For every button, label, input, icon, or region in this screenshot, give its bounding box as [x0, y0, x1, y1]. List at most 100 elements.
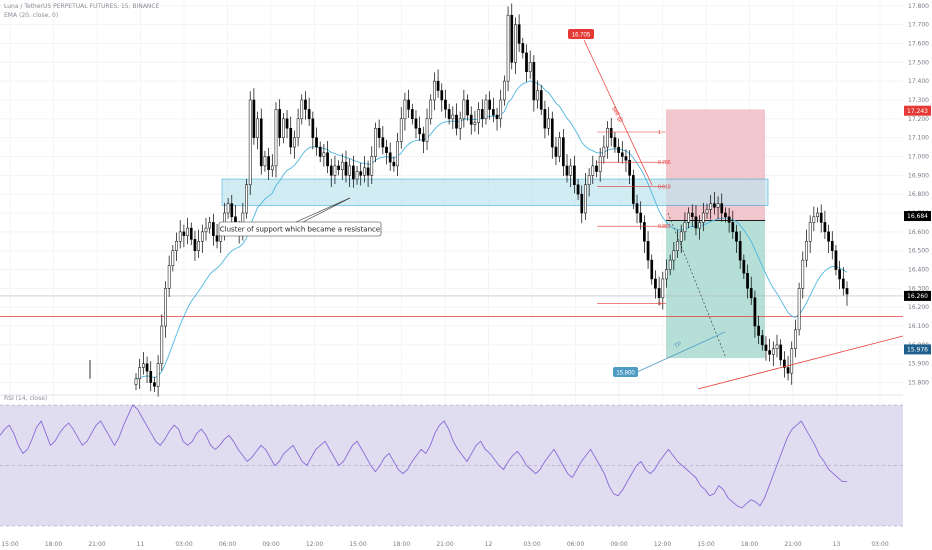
- candle-body: [727, 216, 731, 223]
- price-marker-badge: [904, 105, 931, 116]
- candle-body: [521, 43, 525, 54]
- candle-body: [215, 235, 219, 242]
- candle-body: [687, 212, 690, 223]
- candle-body: [499, 99, 503, 120]
- candle-body: [473, 122, 477, 125]
- candle-body: [783, 359, 786, 368]
- price-tick-label: 17.700: [908, 22, 929, 29]
- candle-body: [613, 137, 617, 148]
- price-tick-label: 17.600: [908, 40, 929, 47]
- candle-body: [841, 278, 845, 289]
- candle-body: [245, 184, 248, 214]
- candle-body: [650, 259, 654, 280]
- candle-body: [617, 146, 620, 153]
- time-tick-label: 18:00: [393, 541, 410, 548]
- fib-level-label: 0.786: [658, 160, 671, 166]
- price-tick-label: 16.100: [908, 323, 929, 330]
- candle-body: [421, 133, 425, 142]
- candle-body: [134, 378, 138, 385]
- candle-body: [760, 335, 764, 346]
- candle-body: [477, 109, 480, 123]
- candle-body: [337, 165, 340, 170]
- candle-body: [580, 193, 584, 214]
- candle-body: [495, 114, 499, 120]
- time-tick-label: 03:00: [871, 541, 888, 548]
- candle-body: [175, 241, 178, 251]
- candle-body: [503, 80, 506, 101]
- candle-body: [510, 14, 514, 63]
- candle-body: [547, 118, 550, 129]
- take-profit-box: [666, 220, 765, 359]
- candle-body: [480, 109, 484, 120]
- candle-body: [631, 175, 635, 204]
- candle-body: [646, 241, 650, 261]
- candle-body: [598, 156, 602, 172]
- time-axis: 15:00 18:00 21:00 11 03:00 06:00 09:00 12:00 15:…: [1, 541, 888, 548]
- candle-body: [834, 250, 838, 270]
- candle-body: [160, 325, 164, 364]
- candle-body: [731, 222, 735, 233]
- candle-body: [801, 259, 805, 289]
- candle-body: [156, 363, 160, 387]
- candle-body: [410, 109, 414, 120]
- candle-body: [665, 269, 668, 280]
- candle-body: [716, 203, 720, 208]
- candle-body: [204, 227, 208, 233]
- candle-body: [816, 212, 819, 218]
- candle-body: [363, 167, 366, 176]
- candle-body: [584, 184, 587, 214]
- candle-body: [178, 231, 182, 242]
- candle-body: [724, 212, 727, 218]
- candle-body: [359, 171, 363, 176]
- candle-body: [838, 269, 841, 280]
- candle-body: [827, 231, 830, 242]
- candle-body: [554, 146, 558, 157]
- time-tick-label: 18:00: [45, 541, 62, 548]
- candle-body: [186, 227, 189, 236]
- candle-body: [200, 231, 204, 242]
- price-tick-label: 16.500: [908, 248, 929, 255]
- price-tick-label: 17.500: [908, 59, 929, 66]
- candle-body: [466, 99, 469, 116]
- candle-body: [451, 114, 455, 120]
- candle-body: [620, 152, 624, 157]
- time-tick-label: 09:00: [610, 541, 627, 548]
- candle-body: [385, 146, 388, 153]
- fib-level-label: 0.618: [658, 185, 671, 191]
- candle-body: [296, 118, 300, 138]
- price-axis-bg: [903, 0, 932, 550]
- time-tick-label: 21:00: [88, 541, 105, 548]
- candle-body: [418, 127, 422, 135]
- price-marker-text: 17.243: [907, 108, 928, 115]
- candle-body: [381, 137, 385, 148]
- candle-body: [145, 363, 149, 372]
- candle-body: [561, 137, 565, 167]
- support-zone: [221, 178, 769, 206]
- tp-arrow-line: [636, 331, 726, 373]
- rsi-line: [0, 404, 847, 509]
- candle-body: [374, 127, 377, 157]
- candle-body: [252, 99, 256, 138]
- candle-body: [543, 109, 547, 129]
- candle-body: [484, 99, 488, 120]
- candle-body: [370, 156, 374, 176]
- candle-body: [694, 216, 698, 229]
- candle-body: [293, 137, 296, 148]
- candle-body: [698, 222, 701, 229]
- candle-body: [189, 227, 193, 240]
- time-tick-label: 06:00: [219, 541, 236, 548]
- trade-boxes: [0, 109, 903, 359]
- candle-body: [690, 212, 694, 218]
- time-tick-label: 11: [137, 541, 145, 548]
- candle-body: [683, 222, 687, 233]
- price-marker-badge: [904, 211, 931, 222]
- candle-body: [429, 99, 433, 120]
- candle-body: [304, 99, 307, 110]
- candle-body: [282, 118, 285, 138]
- candle-body: [469, 114, 473, 125]
- time-tick-label: 12:00: [654, 541, 671, 548]
- candle-body: [425, 118, 429, 142]
- candle-body: [661, 278, 665, 299]
- candle-body: [845, 288, 849, 295]
